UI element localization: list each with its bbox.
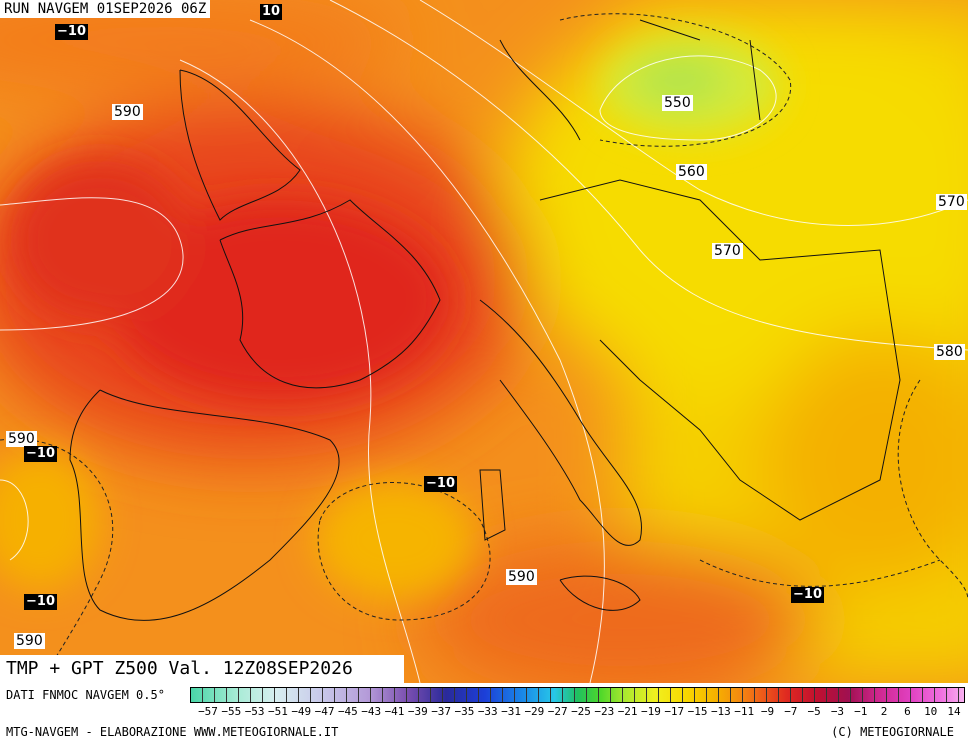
scale-label: −3	[830, 705, 845, 718]
scale-label: 6	[904, 705, 911, 718]
scale-label: −15	[687, 705, 708, 718]
contour-label: 550	[662, 95, 693, 111]
scale-label: −33	[477, 705, 498, 718]
contour-label: 570	[936, 194, 967, 210]
color-scale-labels: −57 −55 −53 −51 −49 −47 −45 −43 −41 −39 −37 −35 −33−…	[0, 705, 968, 721]
color-scale-bar	[190, 687, 965, 703]
scale-label: −53	[244, 705, 265, 718]
temperature-label: −10	[424, 476, 457, 492]
temperature-label: 10	[260, 4, 283, 20]
source: DATI FNMOC NAVGEM 0.5°	[6, 688, 165, 702]
scale-label: −23	[594, 705, 615, 718]
contour-label: 580	[934, 344, 965, 360]
scale-label: −35	[454, 705, 475, 718]
temperature-label: −10	[55, 24, 88, 40]
caption: TMP + GPT Z500 Val. 12Z08SEP2026	[0, 655, 404, 683]
scale-label: −25	[571, 705, 591, 718]
scale-label: −37	[431, 705, 452, 718]
scale-label: −57	[198, 705, 218, 718]
contour-label: 590	[112, 104, 143, 120]
scale-label: −11	[734, 705, 755, 718]
contour-label: 560	[676, 164, 707, 180]
scale-label: −49	[291, 705, 312, 718]
credit: MTG-NAVGEM - ELABORAZIONE WWW.METEOGIORN…	[6, 725, 339, 739]
scale-label: −41	[384, 705, 405, 718]
scale-label: −5	[807, 705, 821, 718]
run-title: RUN NAVGEM 01SEP2026 06Z	[0, 0, 211, 18]
scale-label: 14	[947, 705, 961, 718]
contour-label: 590	[6, 431, 37, 447]
scale-label: −39	[407, 705, 428, 718]
scale-label: −27	[547, 705, 568, 718]
scale-label: −45	[337, 705, 358, 718]
temperature-label: −10	[24, 446, 57, 462]
scale-label: −19	[641, 705, 661, 718]
copyright: (C) METEOGIORNALE	[831, 725, 954, 739]
scale-label: −7	[784, 705, 798, 718]
scale-label: −13	[710, 705, 731, 718]
contour-label: 570	[712, 243, 743, 259]
scale-label: −51	[268, 705, 288, 718]
scale-label: −47	[314, 705, 335, 718]
scale-label: 2	[880, 705, 888, 718]
footer: DATI FNMOC NAVGEM 0.5° −57 −55 −53 −51 −49 −4…	[0, 683, 968, 745]
scale-label: −21	[617, 705, 638, 718]
scale-label: −29	[524, 705, 545, 718]
scale-label: −43	[361, 705, 382, 718]
scale-label: −55	[221, 705, 242, 718]
contour-label: 590	[14, 633, 45, 649]
scale-label: 10	[924, 705, 938, 718]
temperature-label: −10	[791, 587, 824, 603]
map	[0, 0, 968, 683]
scale-label: −9	[760, 705, 775, 718]
scale-label: −1	[854, 705, 868, 718]
scale-label: −31	[501, 705, 521, 718]
contour-label: 590	[506, 569, 537, 585]
temperature-label: −10	[24, 594, 57, 610]
scale-label: −17	[664, 705, 685, 718]
